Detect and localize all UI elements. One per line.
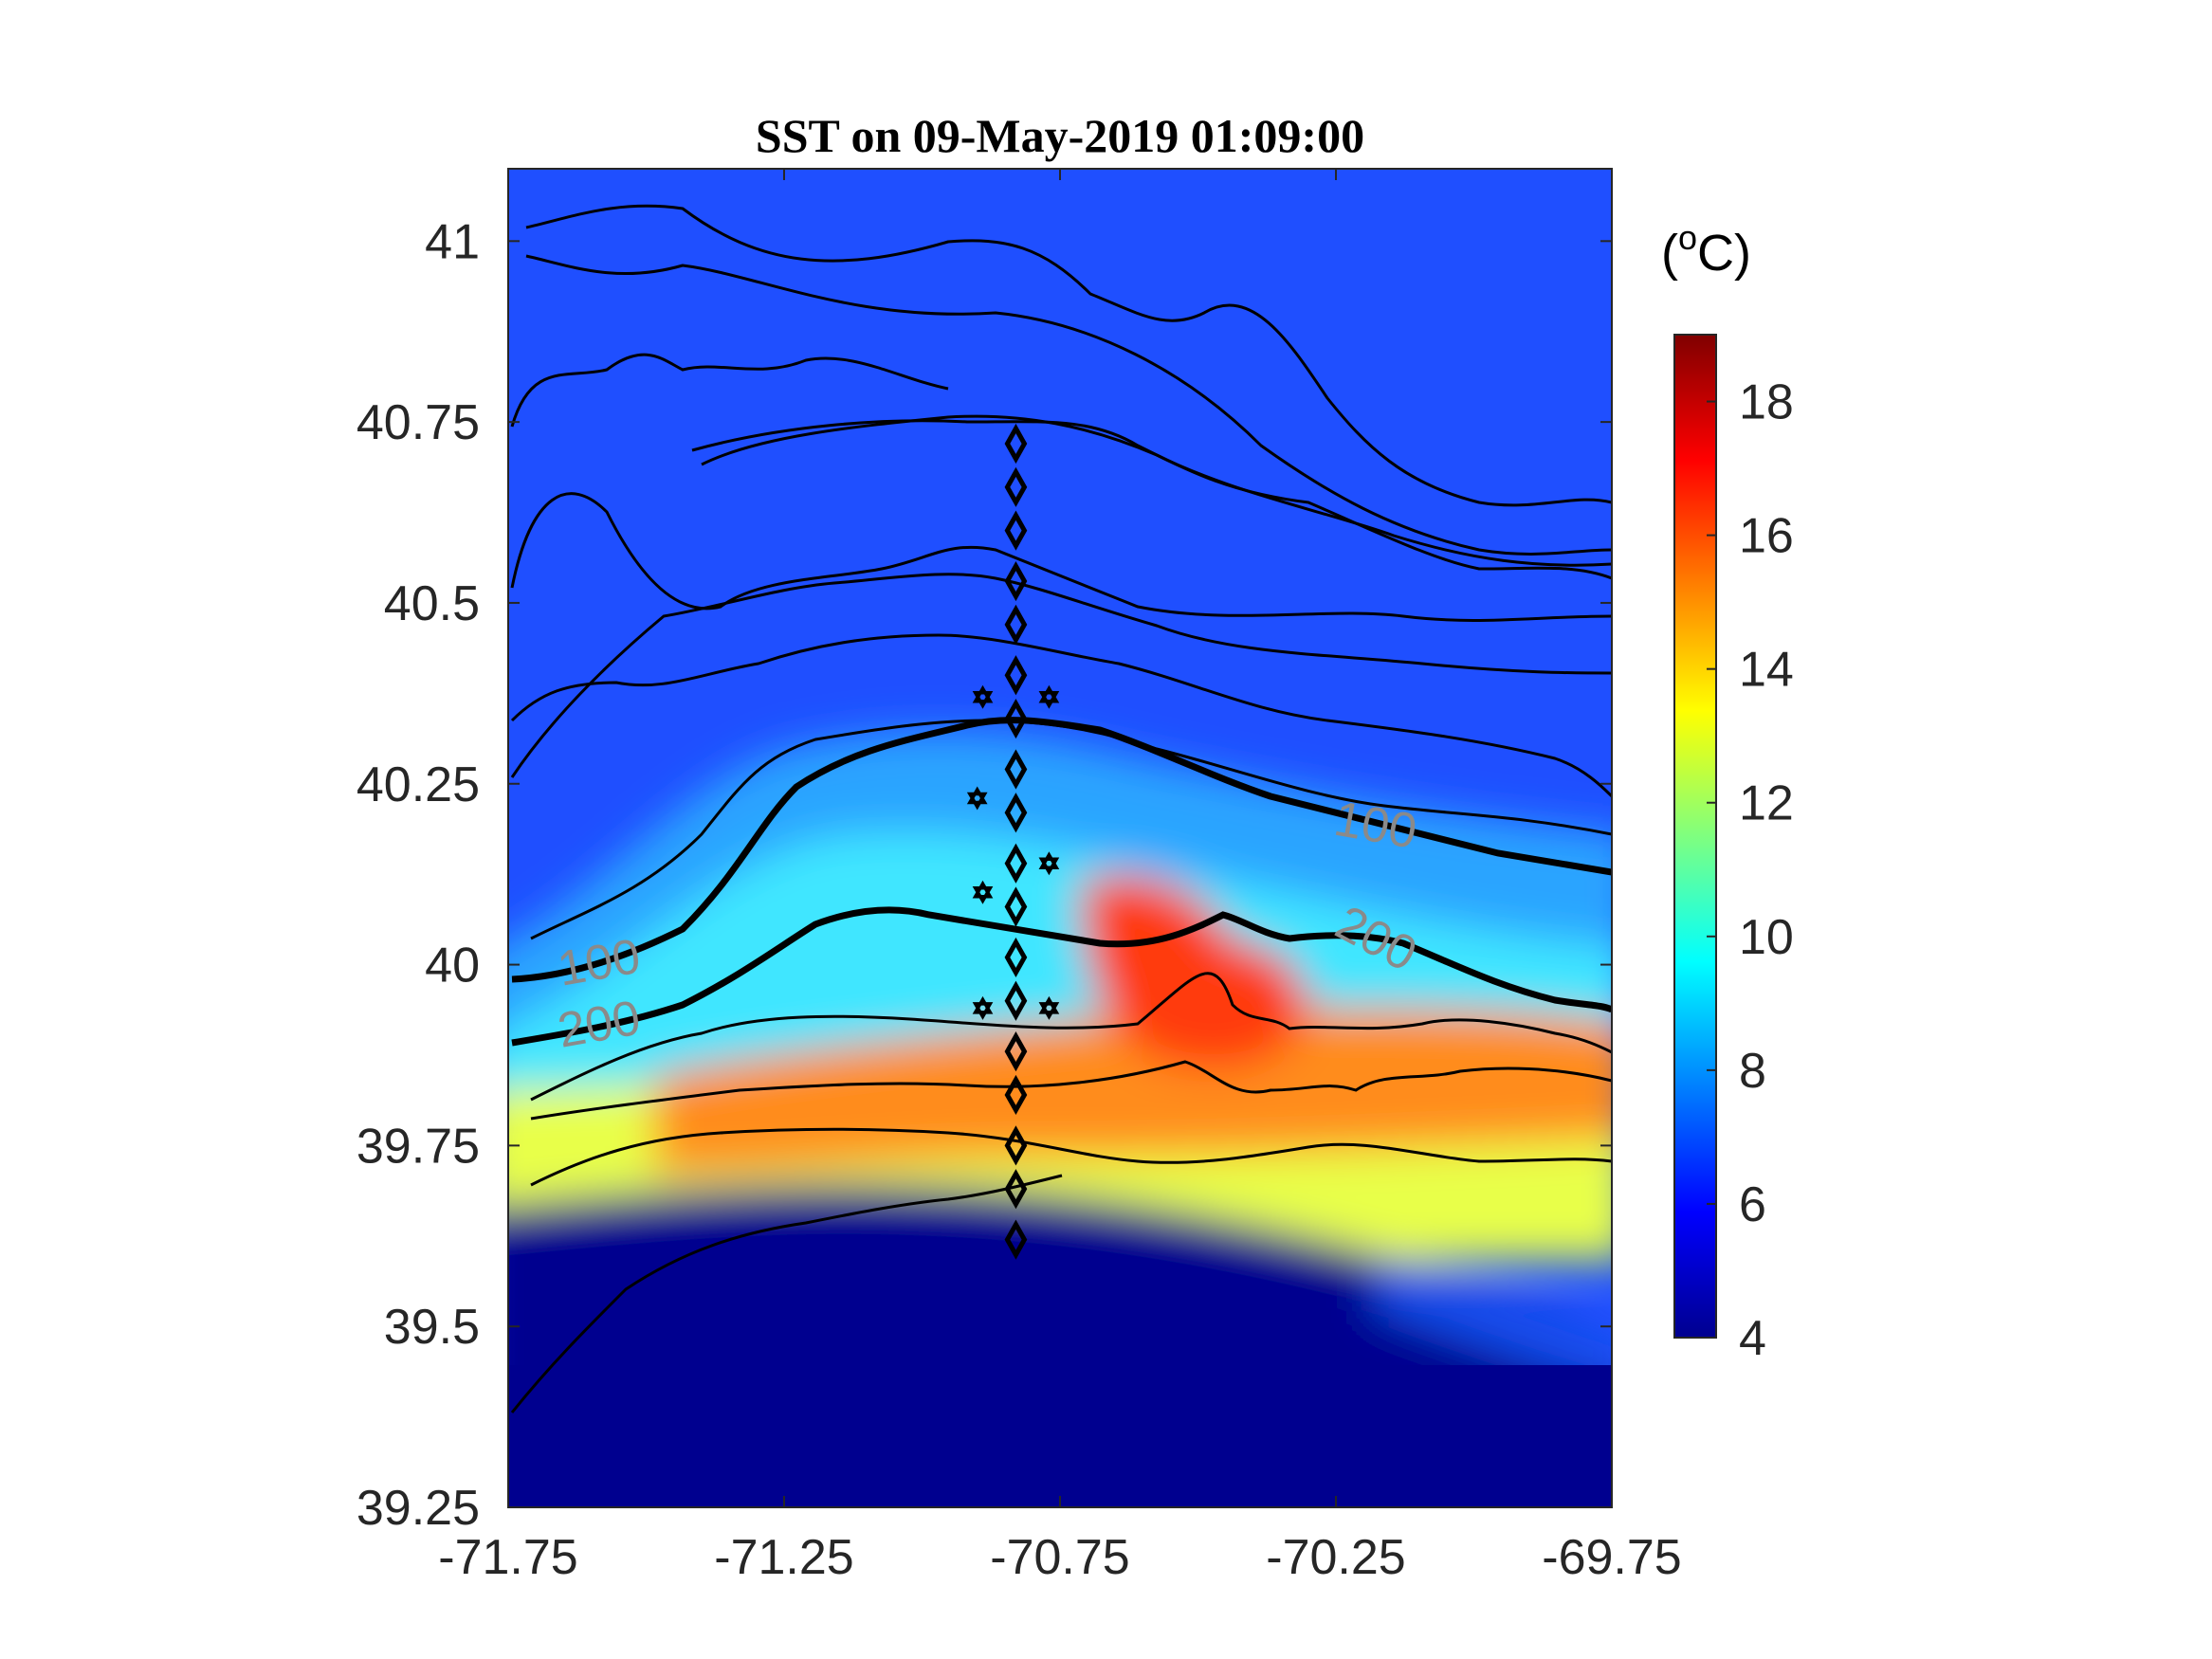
bathymetry-contours bbox=[510, 204, 1612, 1413]
transect-station-marker bbox=[1004, 1219, 1028, 1260]
contour-line-100 bbox=[511, 717, 1612, 983]
y-tick-label: 40.5 bbox=[384, 576, 480, 631]
transect-station-marker bbox=[1004, 886, 1028, 927]
transect-station-marker bbox=[1004, 1125, 1028, 1166]
colorbar-tick-label: 18 bbox=[1739, 375, 1794, 430]
star-marker bbox=[1038, 851, 1060, 876]
x-tick-label: -71.25 bbox=[714, 1530, 853, 1585]
x-tick-label: -69.75 bbox=[1542, 1530, 1681, 1585]
colorbar-unit-label: (oC) bbox=[1661, 218, 1751, 282]
contour-line bbox=[510, 633, 1612, 798]
transect-station-marker bbox=[1004, 1031, 1028, 1072]
contour-line bbox=[510, 492, 1612, 622]
transect-station-marker bbox=[1004, 604, 1028, 645]
transect-markers bbox=[1004, 423, 1028, 1260]
transect-station-marker bbox=[1004, 843, 1028, 884]
transect-station-marker bbox=[1004, 698, 1028, 739]
contour-line bbox=[510, 353, 949, 428]
unit-rest: C) bbox=[1697, 225, 1751, 282]
chart-title: SST on 09-May-2019 01:09:00 bbox=[756, 109, 1364, 162]
y-tick-label: 39.75 bbox=[356, 1119, 480, 1174]
y-tick-label: 40 bbox=[425, 939, 480, 994]
transect-station-marker bbox=[1004, 510, 1028, 551]
colorbar-tick-label: 8 bbox=[1739, 1044, 1766, 1099]
transect-station-marker bbox=[1004, 937, 1028, 978]
contour-line bbox=[525, 254, 1612, 556]
transect-station-marker bbox=[1004, 793, 1028, 833]
x-tick-label: -70.75 bbox=[990, 1530, 1129, 1585]
transect-station-marker bbox=[1004, 423, 1028, 465]
y-tick-label: 41 bbox=[425, 214, 480, 269]
contour-line-200 bbox=[511, 906, 1612, 1047]
unit-superscript: o bbox=[1678, 218, 1697, 257]
transect-station-marker bbox=[1004, 1169, 1028, 1210]
y-axis: 39.25 39.5 39.75 40 40.25 40.5 40.75 41 bbox=[356, 214, 1612, 1536]
transect-station-marker bbox=[1004, 466, 1028, 507]
star-marker bbox=[972, 684, 994, 709]
y-tick-label: 40.25 bbox=[356, 757, 480, 812]
star-marker bbox=[972, 880, 994, 904]
star-marker bbox=[966, 786, 988, 811]
star-marker bbox=[1038, 995, 1060, 1020]
sst-field-cold-edge bbox=[1375, 1261, 1612, 1389]
contour-line bbox=[701, 414, 1612, 567]
sst-field-warm-core bbox=[1081, 874, 1308, 1069]
colorbar-tick-label: 10 bbox=[1739, 910, 1794, 965]
colorbar-tick-label: 14 bbox=[1739, 643, 1794, 698]
y-tick-label: 40.75 bbox=[356, 395, 480, 450]
colorbar: (oC) 4 6 8 10 12 14 16 18 bbox=[1661, 218, 1794, 1366]
colorbar-tick-label: 6 bbox=[1739, 1177, 1766, 1232]
sst-field-cold-core bbox=[508, 1365, 1612, 1507]
x-tick-label: -71.75 bbox=[438, 1530, 577, 1585]
contour-line bbox=[530, 972, 1612, 1102]
unit-open: ( bbox=[1661, 225, 1678, 282]
transect-station-marker bbox=[1004, 980, 1028, 1021]
sst-heatmap bbox=[508, 169, 1612, 1507]
contour-line bbox=[510, 1174, 1063, 1413]
star-marker bbox=[1038, 684, 1060, 709]
star-markers bbox=[966, 684, 1060, 1020]
transect-station-marker bbox=[1004, 560, 1028, 602]
transect-station-marker bbox=[1004, 1074, 1028, 1116]
colorbar-tick-label: 4 bbox=[1739, 1311, 1766, 1366]
contour-line bbox=[525, 204, 1612, 507]
colorbar-tick-label: 16 bbox=[1739, 509, 1794, 564]
star-marker bbox=[972, 995, 994, 1020]
colorbar-tick-label: 12 bbox=[1739, 776, 1794, 831]
colorbar-gradient bbox=[1673, 334, 1717, 1339]
transect-station-marker bbox=[1004, 749, 1028, 790]
colorbar-ticks: 4 6 8 10 12 14 16 18 bbox=[1707, 375, 1794, 1366]
contour-line bbox=[530, 1060, 1612, 1121]
contour-line bbox=[510, 573, 1612, 778]
y-tick-label: 39.25 bbox=[356, 1481, 480, 1536]
y-tick-label: 39.5 bbox=[384, 1300, 480, 1355]
transect-station-marker bbox=[1004, 655, 1028, 696]
x-axis: -71.75 -71.25 -70.75 -70.25 -69.75 bbox=[438, 169, 1682, 1585]
contour-line bbox=[530, 1127, 1612, 1187]
x-tick-label: -70.25 bbox=[1266, 1530, 1405, 1585]
